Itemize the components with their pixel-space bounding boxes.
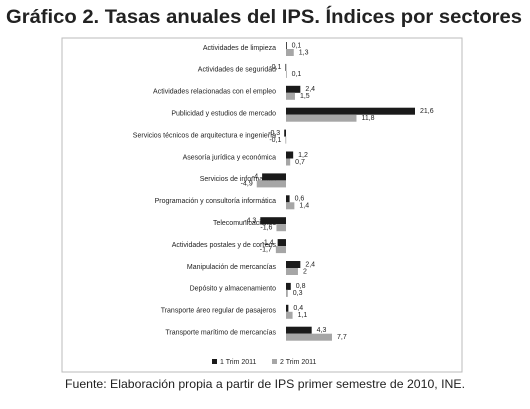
category-label: Manipulación de mercancías <box>187 264 277 271</box>
bar <box>286 70 287 78</box>
value-label: 0,6 <box>295 196 305 203</box>
legend-label: 2 Trim 2011 <box>280 359 317 366</box>
category-label: Programación y consultoría informática <box>155 198 276 205</box>
bar <box>286 49 294 56</box>
bar <box>286 42 287 49</box>
bar <box>262 173 286 181</box>
category-label: Servicios técnicos de arquitectura e ing… <box>133 132 276 139</box>
bar <box>286 151 294 159</box>
value-label: -4,3 <box>244 218 256 225</box>
bar <box>286 261 301 268</box>
category-label: Actividades de limpieza <box>203 45 276 52</box>
bar <box>286 92 295 100</box>
bar <box>285 63 287 71</box>
value-label: 11,8 <box>361 115 374 122</box>
value-label: -1,4 <box>262 239 274 246</box>
bar <box>286 158 291 166</box>
category-label: Asesoría jurídica y económica <box>183 154 276 161</box>
value-label: 1,2 <box>298 152 308 159</box>
chart-title: Gráfico 2. Tasas anuales del IPS. Índice… <box>6 6 522 28</box>
value-label: 1,3 <box>299 49 309 56</box>
value-label: -0,1 <box>269 137 281 144</box>
legend-label: 1 Trim 2011 <box>220 359 257 366</box>
bar <box>277 239 286 247</box>
bar <box>286 195 290 203</box>
value-label: 0,1 <box>292 71 302 78</box>
category-label: Telecomunicaciones <box>213 220 277 227</box>
bar <box>286 326 312 334</box>
plot-frame <box>61 37 463 373</box>
bar <box>256 180 286 188</box>
bar <box>286 282 291 290</box>
bar <box>286 202 295 210</box>
bar <box>286 85 301 93</box>
bar <box>284 129 286 137</box>
value-label: 0,7 <box>295 159 305 166</box>
bar <box>286 289 288 297</box>
value-label: -1,6 <box>260 225 272 232</box>
category-label: Transporte marítimo de mercancías <box>165 330 276 337</box>
bar <box>286 107 415 115</box>
value-label: 1,5 <box>300 93 310 100</box>
value-label: 1,4 <box>299 203 309 210</box>
value-label: 0,1 <box>292 42 302 49</box>
value-label: 1,1 <box>298 312 308 319</box>
value-label: 0,4 <box>293 305 303 312</box>
category-label: Publicidad y estudios de mercado <box>171 111 276 118</box>
value-label: 2,4 <box>305 261 315 268</box>
category-label: Actividades de seguridad <box>198 67 276 74</box>
legend-swatch <box>212 359 217 364</box>
category-label: Actividades postales y de correos <box>172 242 277 249</box>
bar <box>286 268 298 275</box>
value-label: 21,6 <box>420 108 434 115</box>
value-label: 2,4 <box>305 86 315 93</box>
value-label: 4,3 <box>317 327 327 334</box>
value-label: 0,3 <box>293 290 303 297</box>
value-label: -0,3 <box>268 130 280 137</box>
value-label: 0,8 <box>296 283 306 290</box>
bar <box>285 136 287 144</box>
bar <box>275 246 286 254</box>
source-note: Fuente: Elaboración propia a partir de I… <box>65 377 465 391</box>
bar <box>286 311 293 319</box>
bar <box>286 304 289 312</box>
category-label: Servicios de información <box>200 176 276 183</box>
value-label: 7,7 <box>337 334 347 341</box>
category-label: Transporte áreo regular de pasajeros <box>161 308 277 315</box>
bar <box>276 224 286 232</box>
bar <box>286 114 357 122</box>
value-label: -1,7 <box>260 246 272 253</box>
legend-swatch <box>272 359 277 364</box>
value-label: -4,9 <box>241 181 253 188</box>
value-label: 2 <box>303 268 307 275</box>
category-label: Depósito y almacenamiento <box>190 286 276 293</box>
bar <box>260 217 286 225</box>
value-label: -0,1 <box>269 64 281 71</box>
value-label: -4 <box>252 174 258 181</box>
category-label: Actividades relacionadas con el empleo <box>153 89 276 96</box>
bar <box>286 333 332 341</box>
